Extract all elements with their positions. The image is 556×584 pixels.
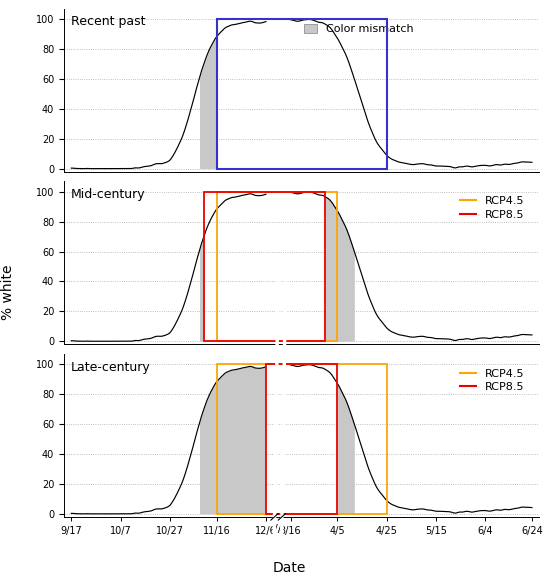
Bar — [217, 19, 386, 169]
Bar — [205, 192, 325, 341]
Bar — [266, 364, 337, 514]
Legend: RCP4.5, RCP8.5: RCP4.5, RCP8.5 — [455, 364, 529, 397]
Bar — [217, 192, 337, 341]
Bar — [217, 364, 386, 514]
Text: % white: % white — [1, 264, 16, 320]
Legend: Color mismatch: Color mismatch — [299, 19, 418, 39]
Text: //: // — [275, 524, 282, 534]
Legend: RCP4.5, RCP8.5: RCP4.5, RCP8.5 — [455, 192, 529, 224]
Text: Mid-century: Mid-century — [71, 188, 146, 201]
Text: Date: Date — [272, 561, 306, 575]
Text: Late-century: Late-century — [71, 360, 151, 374]
Text: Recent past: Recent past — [71, 15, 146, 28]
